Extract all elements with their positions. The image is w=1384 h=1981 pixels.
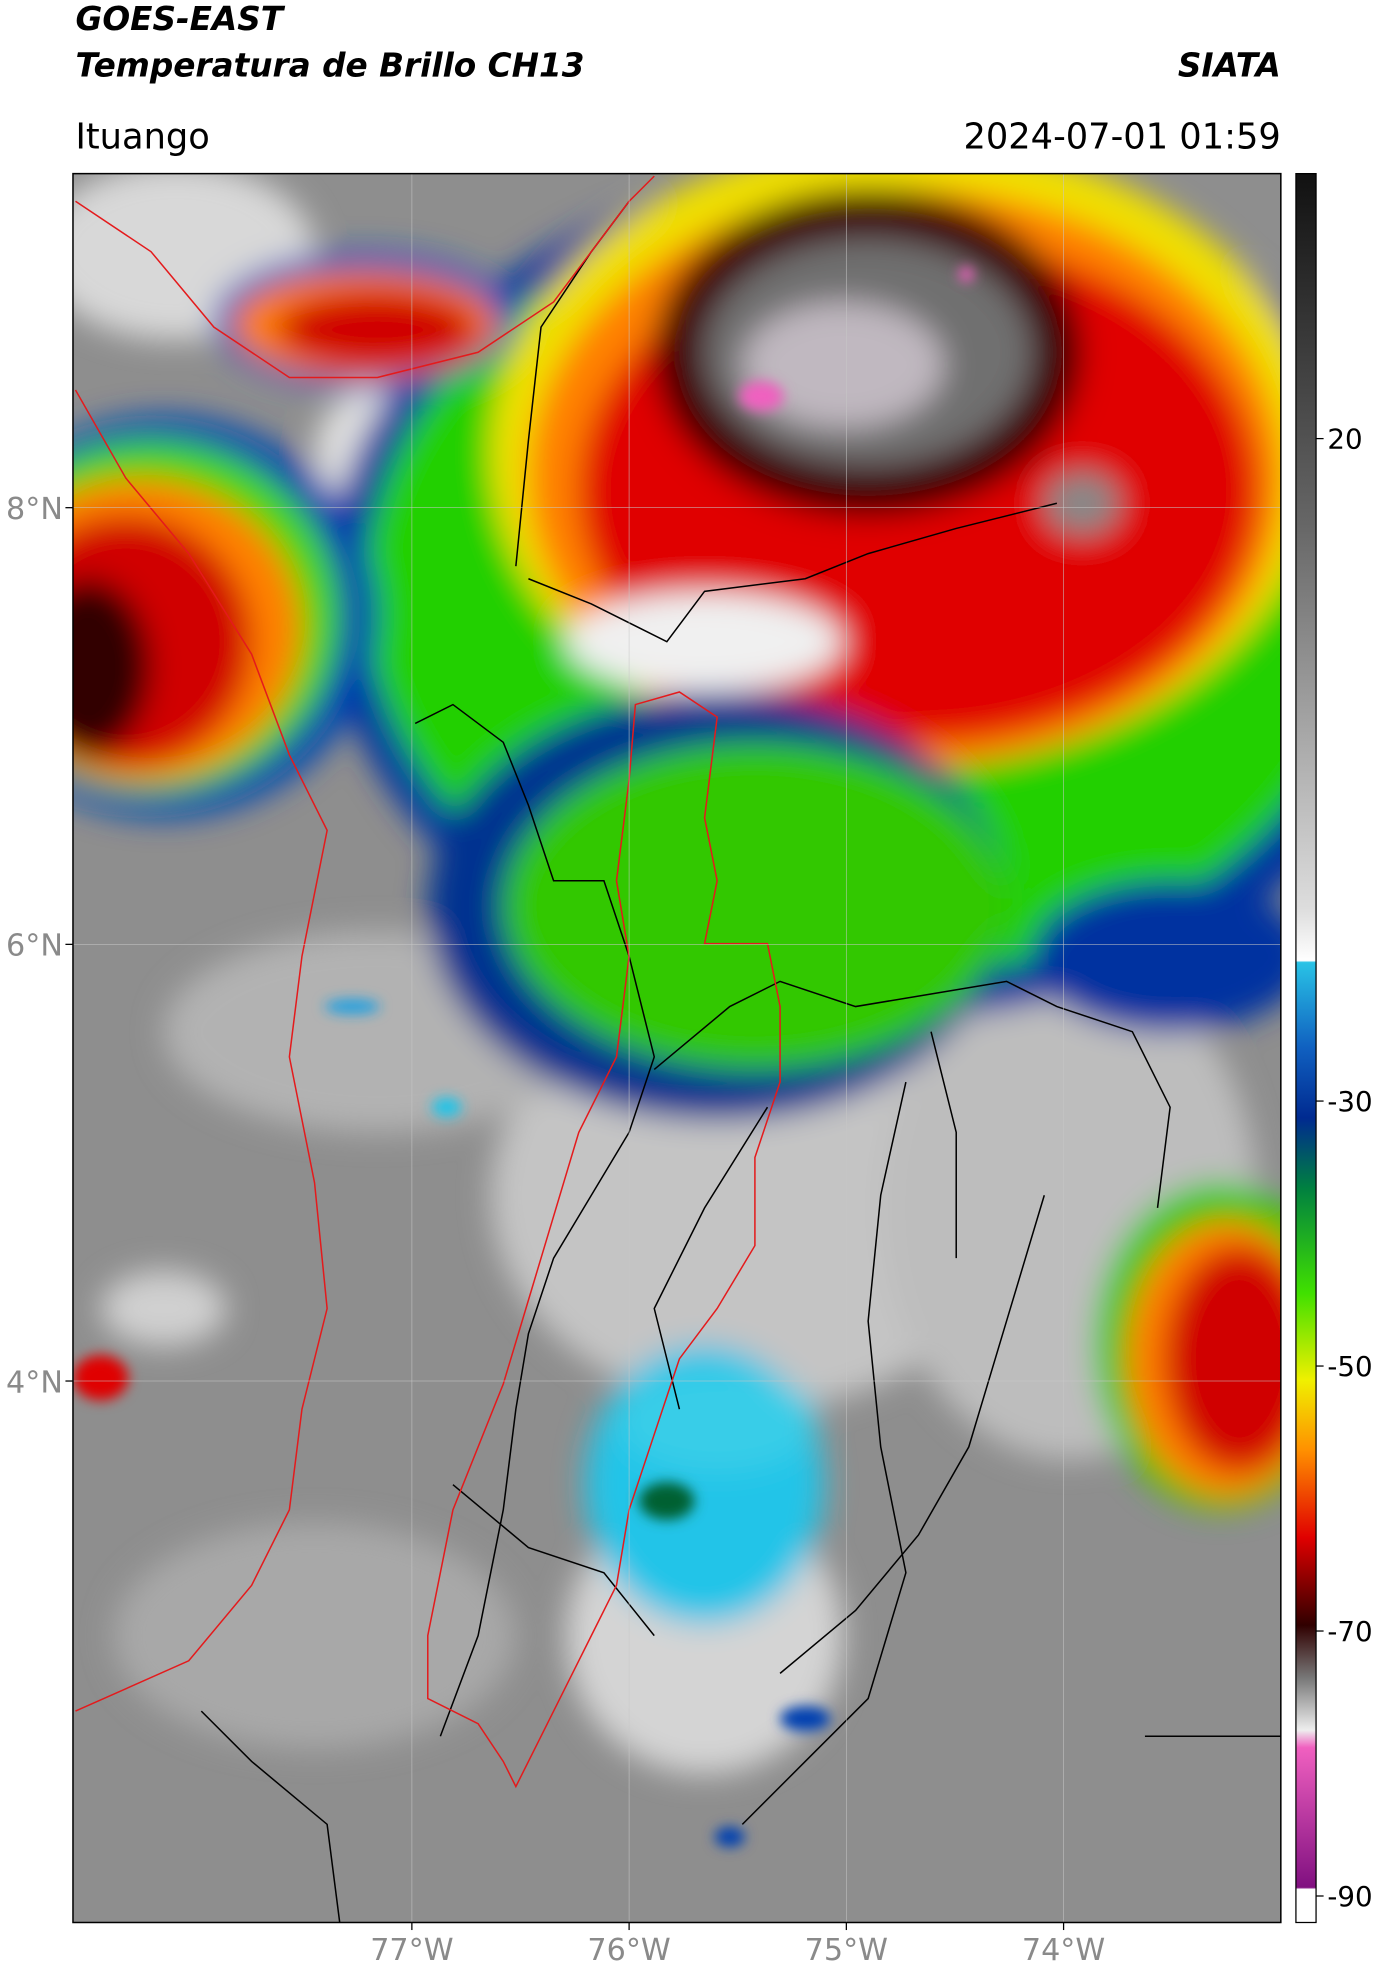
satellite-image [72, 173, 1281, 1923]
y-tick-label: 6°N [6, 929, 63, 964]
colorbar-tick-label: 20 [1327, 423, 1362, 456]
x-tick-label: 74°W [1022, 1933, 1105, 1968]
title: GOES-EAST [75, 0, 285, 38]
axes: 77°W 76°W 75°W 74°W 8°N 6°N 4°N 20 -30 -50 -70 -90 [6, 423, 1373, 1969]
x-tick-label: 76°W [587, 1933, 670, 1968]
grid [72, 173, 1281, 1923]
x-tick-label: 75°W [805, 1933, 888, 1968]
subtitle: Temperatura de Brillo CH13 [75, 47, 584, 85]
location: Ituango [75, 116, 209, 157]
colorbar-tick-label: -30 [1327, 1085, 1372, 1118]
y-tick-label: 8°N [6, 492, 63, 527]
source: SIATA [1178, 47, 1281, 85]
y-tick-label: 4°N [6, 1365, 63, 1400]
colorbar [1295, 172, 1317, 1924]
datetime: 2024-07-01 01:59 [963, 116, 1280, 157]
colorbar-tick-label: -70 [1327, 1615, 1372, 1648]
colorbar-tick-label: -50 [1327, 1350, 1372, 1383]
map-frame [72, 172, 1282, 1924]
x-tick-label: 77°W [370, 1933, 453, 1968]
colorbar-tick-label: -90 [1327, 1880, 1372, 1913]
